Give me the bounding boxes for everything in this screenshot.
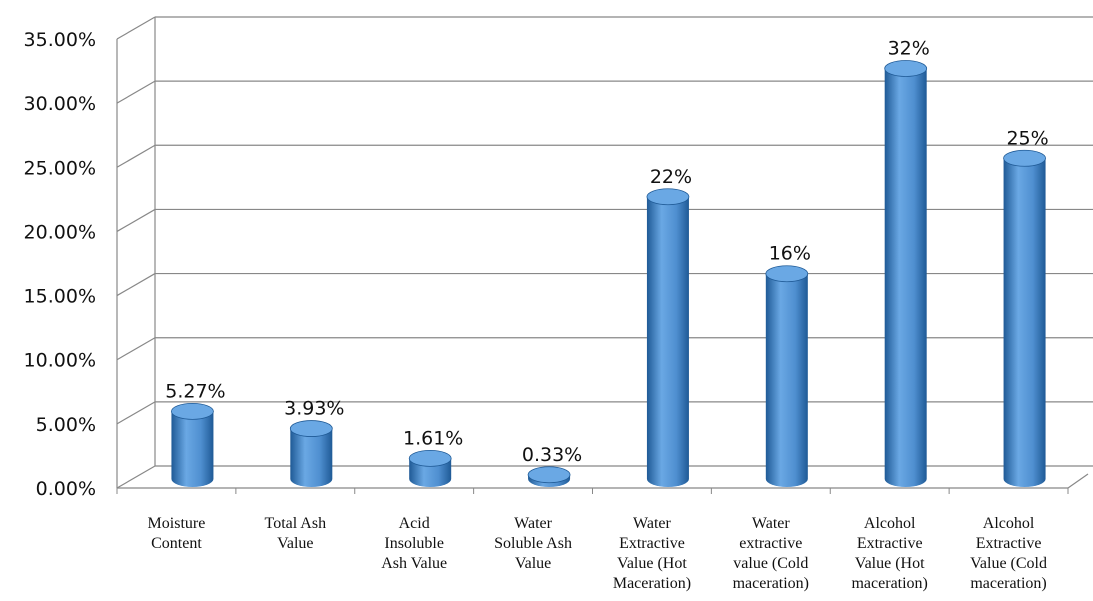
category-label-2-line-0: Acid	[399, 515, 430, 532]
bar-top-2	[408, 449, 452, 467]
gridline-side-2	[116, 337, 156, 361]
data-label-2: 1.61%	[403, 427, 463, 449]
category-label-2: Acid Insoluble Ash Value	[381, 515, 447, 572]
bar-body-1	[290, 428, 333, 487]
bar-0	[171, 402, 214, 487]
category-label-0: Moisture Content	[148, 515, 206, 552]
bar-7	[1003, 149, 1046, 488]
bar-top-3	[527, 466, 571, 484]
category-label-6-line-1: Extractive	[857, 535, 923, 552]
category-label-4-line-3: Maceration)	[613, 575, 691, 592]
bar-body-6	[884, 68, 927, 487]
bar-1	[289, 420, 333, 487]
category-label-3-line-1: Soluble Ash	[494, 535, 572, 552]
y-tick-label-7: 35.00%	[24, 29, 96, 51]
category-label-0-line-1: Content	[151, 535, 202, 552]
bar-top-0	[171, 402, 214, 420]
bar-5	[765, 265, 809, 487]
gridline-side-3	[116, 273, 156, 297]
category-label-6: Alcohol Extractive Value (Hot maceration)	[851, 515, 927, 592]
bar-body-7	[1003, 158, 1046, 488]
category-label-5-line-2: value (Cold	[733, 555, 808, 572]
bar-top-6	[884, 60, 928, 77]
data-labels: 5.27% 3.93% 1.61% 0.33% 22% 16% 32% 25%	[165, 37, 1048, 465]
y-tick-label-6: 30.00%	[24, 93, 96, 115]
category-label-5-line-3: maceration)	[733, 575, 809, 592]
category-label-6-line-3: maceration)	[851, 575, 927, 592]
category-label-4-line-0: Water	[633, 515, 671, 532]
gridline-side-7	[116, 16, 156, 40]
gridlines	[116, 16, 1093, 489]
gridline-side-6	[116, 80, 156, 104]
category-labels: Moisture Content Total Ash Value Acid Insolub…	[148, 515, 1047, 592]
category-label-3: Water Soluble Ash Value	[494, 515, 572, 572]
data-label-3: 0.33%	[522, 444, 582, 466]
category-label-7-line-2: Value (Cold	[970, 555, 1047, 572]
category-label-4: Water Extractive Value (Hot Maceration)	[613, 515, 691, 592]
bar-body-0	[171, 411, 214, 487]
category-label-3-line-2: Value	[515, 555, 551, 572]
bars	[171, 60, 1046, 488]
data-label-1: 3.93%	[284, 398, 344, 420]
y-tick-label-4: 20.00%	[24, 221, 96, 243]
bar-6	[884, 60, 928, 487]
y-tick-labels: 0.00% 5.00% 10.00% 15.00% 20.00% 25.00% 30.00%…	[24, 29, 96, 500]
category-label-4-line-2: Value (Hot	[617, 555, 687, 572]
bar-top-4	[646, 188, 690, 206]
y-tick-label-0: 0.00%	[36, 478, 96, 500]
floor-right-edge	[1067, 473, 1089, 489]
gridline-side-1	[116, 401, 156, 425]
category-label-5: Water extractive value (Cold maceration)	[733, 515, 809, 592]
category-label-7-line-3: maceration)	[970, 575, 1046, 592]
bar-2	[408, 449, 452, 487]
bar-body-5	[765, 273, 808, 487]
gridline-side-4	[116, 208, 156, 232]
category-label-7-line-1: Extractive	[976, 535, 1042, 552]
bar-body-4	[646, 196, 689, 487]
bar-4	[646, 188, 690, 487]
data-label-4: 22%	[650, 166, 692, 188]
category-label-7: Alcohol Extractive Value (Cold maceration)	[970, 515, 1047, 592]
category-label-7-line-0: Alcohol	[983, 515, 1035, 532]
gridline-side-5	[116, 144, 156, 168]
bar-top-5	[765, 265, 809, 283]
category-label-6-line-0: Alcohol	[864, 515, 916, 532]
x-ticks	[116, 488, 1069, 494]
y-tick-label-1: 5.00%	[36, 414, 96, 436]
category-label-3-line-0: Water	[514, 515, 552, 532]
category-label-5-line-0: Water	[752, 515, 790, 532]
bar-top-7	[1003, 149, 1046, 167]
category-label-4-line-1: Extractive	[619, 535, 685, 552]
category-label-2-line-2: Ash Value	[381, 555, 447, 572]
bar-3	[527, 466, 571, 487]
category-label-5-line-1: extractive	[739, 535, 802, 552]
gridline-side-0	[116, 465, 156, 489]
category-label-1-line-1: Value	[277, 535, 313, 552]
data-label-6: 32%	[888, 37, 930, 59]
bar-top-1	[289, 420, 333, 437]
y-tick-label-3: 15.00%	[24, 286, 96, 308]
data-label-5: 16%	[769, 243, 811, 265]
category-label-1: Total Ash Value	[265, 515, 327, 552]
y-tick-label-2: 10.00%	[24, 350, 96, 372]
category-label-6-line-2: Value (Hot	[855, 555, 925, 572]
y-tick-label-5: 25.00%	[24, 157, 96, 179]
data-label-0: 5.27%	[165, 380, 225, 402]
category-label-1-line-0: Total Ash	[265, 515, 327, 532]
data-label-7: 25%	[1006, 127, 1048, 149]
category-label-2-line-1: Insoluble	[384, 535, 444, 552]
category-label-0-line-0: Moisture	[148, 515, 206, 532]
